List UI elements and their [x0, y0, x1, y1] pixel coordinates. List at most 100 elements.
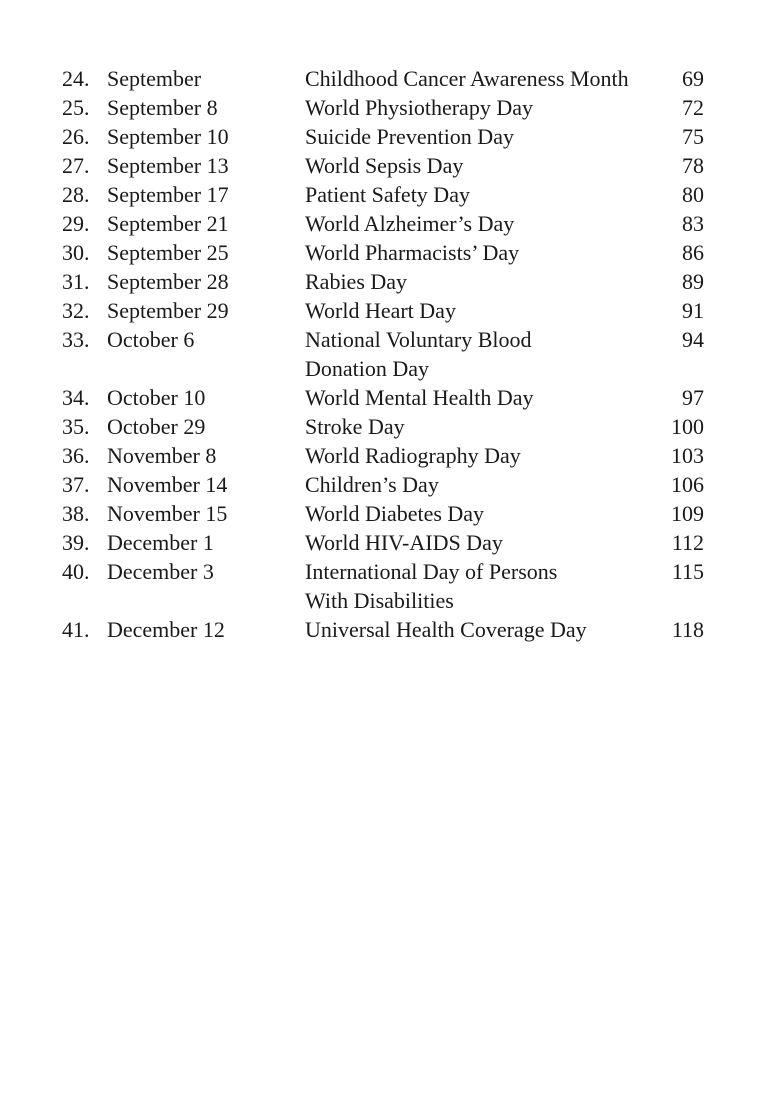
toc-entry: 24. September Childhood Cancer Awareness M… — [62, 64, 704, 93]
entry-date: September 13 — [107, 153, 229, 178]
entry-title: World Heart Day — [305, 296, 654, 325]
toc-entry: 36. November 8 World Radiography Day 103 — [62, 441, 704, 470]
entry-title-line: World HIV-AIDS Day — [305, 530, 503, 555]
entry-date: December 12 — [107, 617, 225, 642]
entry-number: 30. — [62, 240, 90, 265]
entry-title-line: Rabies Day — [305, 269, 408, 294]
toc-entry: 41. December 12 Universal Health Coverage … — [62, 615, 704, 644]
entry-date: September 25 — [107, 240, 229, 265]
entry-page-number: 100 — [671, 414, 704, 439]
entry-page-number: 115 — [671, 559, 704, 584]
entry-date: November 14 — [107, 472, 228, 497]
toc-entry: 30. September 25 World Pharmacists’ Day 86 — [62, 238, 704, 267]
entry-title: World Radiography Day — [305, 441, 654, 470]
entry-date: September 29 — [107, 298, 229, 323]
entry-number: 39. — [62, 530, 90, 555]
entry-date: September 10 — [107, 124, 229, 149]
entry-page-number: 94 — [682, 327, 704, 352]
entry-date: September 17 — [107, 182, 229, 207]
toc-entry: 40. December 3 International Day of Person… — [62, 557, 704, 615]
toc-entry: 28. September 17 Patient Safety Day 80 — [62, 180, 704, 209]
entry-page-number: 78 — [682, 153, 704, 178]
entry-title-line: Stroke Day — [305, 414, 405, 439]
entry-number: 41. — [62, 617, 90, 642]
entry-number: 25. — [62, 95, 90, 120]
entry-date: November 8 — [107, 443, 217, 468]
entry-date: December 3 — [107, 559, 214, 584]
entry-page-number: 118 — [671, 617, 704, 642]
entry-page-number: 72 — [682, 95, 704, 120]
entry-title-line: World Pharmacists’ Day — [305, 240, 520, 265]
entry-number: 29. — [62, 211, 90, 236]
toc-entry: 38. November 15 World Diabetes Day 109 — [62, 499, 704, 528]
entry-title-line: World Sepsis Day — [305, 153, 464, 178]
entry-number: 40. — [62, 559, 90, 584]
toc-entry: 39. December 1 World HIV-AIDS Day 112 — [62, 528, 704, 557]
entry-date: October 29 — [107, 414, 206, 439]
entry-title: Suicide Prevention Day — [305, 122, 654, 151]
toc-entry: 37. November 14 Children’s Day 106 — [62, 470, 704, 499]
entry-title-line: World Heart Day — [305, 298, 456, 323]
entry-date: October 10 — [107, 385, 206, 410]
entry-title-line: With Disabilities — [305, 588, 454, 613]
entry-page-number: 86 — [682, 240, 704, 265]
entry-date: September 28 — [107, 269, 229, 294]
entry-date: September — [107, 66, 202, 91]
entry-number: 36. — [62, 443, 90, 468]
entry-page-number: 109 — [671, 501, 704, 526]
entry-page-number: 97 — [682, 385, 704, 410]
toc-entry: 35. October 29 Stroke Day 100 — [62, 412, 704, 441]
entry-title-line: Universal Health Coverage Day — [305, 617, 587, 642]
entry-page-number: 89 — [682, 269, 704, 294]
entry-title: World Alzheimer’s Day — [305, 209, 654, 238]
entry-title: Children’s Day — [305, 470, 654, 499]
entry-number: 33. — [62, 327, 90, 352]
entry-title: Patient Safety Day — [305, 180, 654, 209]
entry-title-line: International Day of Persons — [305, 559, 558, 584]
entry-number: 24. — [62, 66, 90, 91]
entry-title: World Diabetes Day — [305, 499, 654, 528]
entry-title-line: National Voluntary Blood — [305, 327, 532, 352]
entry-page-number: 112 — [671, 530, 704, 555]
entry-title-line: World Diabetes Day — [305, 501, 485, 526]
entry-number: 26. — [62, 124, 90, 149]
entry-number: 38. — [62, 501, 90, 526]
entry-title-line: Children’s Day — [305, 472, 439, 497]
entry-title-line: Donation Day — [305, 356, 430, 381]
toc-entry: 29. September 21 World Alzheimer’s Day 83 — [62, 209, 704, 238]
entry-page-number: 103 — [671, 443, 704, 468]
entry-number: 35. — [62, 414, 90, 439]
entry-title: World Sepsis Day — [305, 151, 654, 180]
entry-number: 37. — [62, 472, 90, 497]
entry-date: October 6 — [107, 327, 195, 352]
toc-entry: 32. September 29 World Heart Day 91 — [62, 296, 704, 325]
entry-page-number: 69 — [682, 66, 704, 91]
toc-entry: 27. September 13 World Sepsis Day 78 — [62, 151, 704, 180]
entry-title-line: Patient Safety Day — [305, 182, 470, 207]
entry-title: National Voluntary Blood Donation Day — [305, 325, 654, 383]
toc-entry: 26. September 10 Suicide Prevention Day 75 — [62, 122, 704, 151]
entry-title: World Pharmacists’ Day — [305, 238, 654, 267]
entry-number: 34. — [62, 385, 90, 410]
entry-page-number: 80 — [682, 182, 704, 207]
entry-page-number: 75 — [682, 124, 704, 149]
entry-title-line: Suicide Prevention Day — [305, 124, 514, 149]
entry-title-line: World Radiography Day — [305, 443, 521, 468]
toc-entry: 33. October 6 National Voluntary Blood Dona… — [62, 325, 704, 383]
entry-number: 27. — [62, 153, 90, 178]
entry-date: November 15 — [107, 501, 228, 526]
entry-title: World Mental Health Day — [305, 383, 654, 412]
entry-title: World Physiotherapy Day — [305, 93, 654, 122]
entry-title: Universal Health Coverage Day — [305, 615, 654, 644]
toc-entry: 34. October 10 World Mental Health Day 97 — [62, 383, 704, 412]
entry-date: September 8 — [107, 95, 218, 120]
entry-title: Stroke Day — [305, 412, 654, 441]
entry-date: September 21 — [107, 211, 229, 236]
entry-title-line: World Mental Health Day — [305, 385, 534, 410]
toc-entry: 25. September 8 World Physiotherapy Day 72 — [62, 93, 704, 122]
entry-date: December 1 — [107, 530, 214, 555]
entry-title-line: World Physiotherapy Day — [305, 95, 533, 120]
entry-title: International Day of Persons With Disabil… — [305, 557, 654, 615]
entry-number: 28. — [62, 182, 90, 207]
entry-title: Childhood Cancer Awareness Month — [305, 64, 654, 93]
